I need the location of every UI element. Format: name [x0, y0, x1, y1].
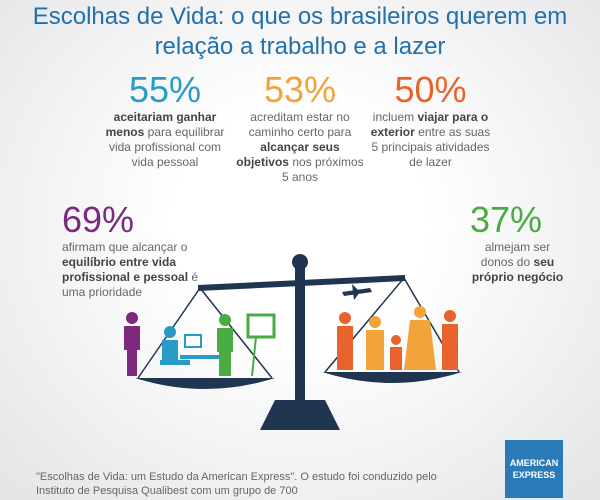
stat-block: 53% acreditam estar no caminho certo para…	[235, 70, 365, 185]
stat-text: equilíbrio entre vida profissional e pes…	[62, 255, 189, 284]
stat-text: incluem	[372, 110, 415, 124]
logo-text: AMERICAN	[509, 458, 559, 468]
stat-text: aceitariam ganhar menos	[105, 110, 217, 139]
stat-text: viajar para o exterior	[370, 110, 489, 139]
stat-text: para equilibrar vida profissional com vi…	[108, 125, 225, 169]
stat-text: é uma prioridade	[62, 270, 199, 299]
stat-block: 69% afirmam que alcançar o equilíbrio ent…	[62, 200, 212, 300]
logo: AMERICAN EXPRESS	[505, 440, 563, 498]
footer-note: "Escolhas de Vida: um Estudo da American…	[36, 471, 437, 497]
stat-text: seu próprio negócio	[471, 255, 564, 284]
stat-text: alcançar seus objetivos	[236, 140, 340, 169]
title: Escolhas de Vida: o que os brasileiros q…	[32, 3, 568, 60]
stat-block: 37% almejam ser donos do seu próprio negó…	[470, 200, 565, 285]
stat-text: afirmam que alcançar o	[62, 240, 188, 254]
logo-text: EXPRESS	[512, 470, 556, 480]
stat-block: 50% incluem viajar para o exterior entre …	[368, 70, 493, 170]
stat-value: 69%	[62, 199, 135, 240]
stat-text: entre as suas 5 principais atividades de…	[371, 125, 491, 169]
stat-value: 53%	[263, 69, 337, 110]
stat-text: nos próximos 5 anos	[281, 155, 364, 184]
stat-text: almejam ser donos do	[480, 240, 551, 269]
stat-value: 55%	[128, 69, 202, 110]
stat-value: 50%	[394, 69, 467, 110]
stat-text: acreditam estar no caminho certo para	[248, 110, 352, 139]
stat-block: 55% aceitariam ganhar menos para equilibr…	[100, 70, 230, 170]
stat-value: 37%	[470, 199, 543, 240]
